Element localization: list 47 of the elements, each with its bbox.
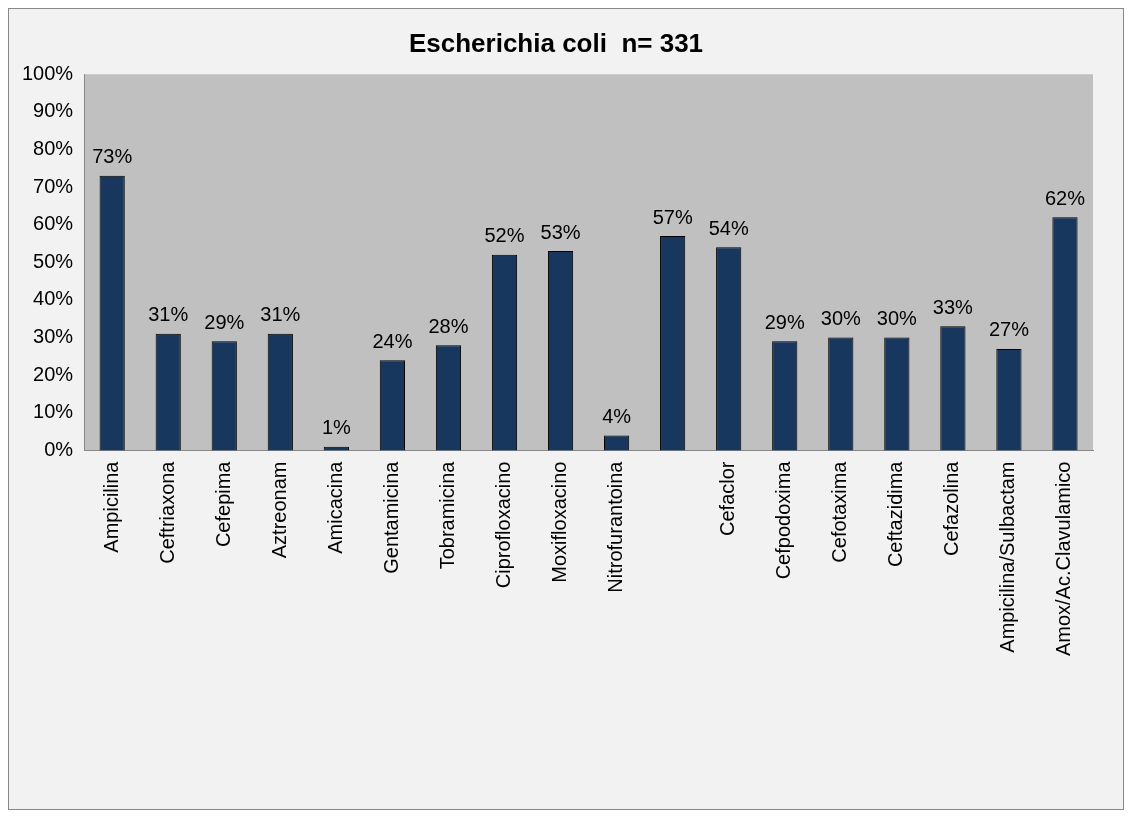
y-tick-label: 10% (33, 400, 74, 423)
x-tick-label: Cefepima (211, 460, 234, 548)
x-tick-label: Cefotaxima (828, 460, 851, 563)
data-label: 73% (92, 145, 133, 168)
y-tick-label: 20% (33, 362, 74, 385)
y-tick-label: 90% (33, 99, 74, 122)
data-label: 62% (1044, 186, 1086, 209)
x-tick-label: Ciprofloxacino (492, 461, 515, 589)
y-tick-label: 30% (33, 325, 74, 348)
x-tick-label: Moxifloxacino (548, 461, 571, 583)
data-label: 53% (540, 220, 581, 243)
y-tick-label: 100% (22, 61, 74, 84)
data-label: 57% (652, 205, 693, 228)
data-label: 4% (602, 404, 632, 427)
x-tick-label: Ceftriaxona (155, 460, 178, 564)
y-tick-label: 0% (44, 438, 74, 461)
x-tick-label: Cefazolina (940, 460, 963, 557)
x-tick-label: Amicacina (323, 460, 346, 554)
x-tick-label: Ampicilina (99, 460, 122, 553)
y-tick-label: 80% (33, 136, 74, 159)
data-label: 31% (148, 303, 189, 326)
x-tick-label: Tobramicina (435, 460, 458, 570)
x-tick-label: Gentamicina (379, 460, 402, 574)
data-label: 33% (932, 295, 974, 318)
x-tick-label: Ampicilina/Sulbactam (996, 461, 1019, 653)
x-tick-label: Cefaclor (716, 461, 739, 536)
data-label: 29% (764, 310, 805, 333)
y-tick-label: 60% (33, 212, 74, 235)
x-tick-label: Nitrofurantoina (604, 460, 627, 593)
y-tick-label: 50% (33, 249, 74, 272)
x-tick-label: Cefpodoxima (772, 460, 795, 580)
data-label: 30% (820, 307, 862, 330)
x-tick-label: Ceftazidima (884, 460, 907, 568)
y-tick-label: 70% (33, 174, 74, 197)
chart-title: Escherichia coli n= 331 (408, 27, 704, 58)
data-label: 29% (204, 310, 245, 333)
x-tick-label: Aztreonam (267, 461, 290, 559)
data-label: 1% (321, 416, 352, 439)
y-tick-label: 40% (33, 287, 74, 310)
data-label: 54% (708, 216, 749, 239)
data-label: 28% (428, 314, 469, 337)
x-tick-label: Amox/Ac.Clavulamico (1052, 461, 1075, 657)
data-label: 31% (260, 303, 301, 326)
data-label: 27% (988, 318, 1030, 341)
data-label: 52% (484, 224, 525, 247)
data-label: 24% (372, 329, 413, 352)
data-label: 30% (876, 307, 918, 330)
